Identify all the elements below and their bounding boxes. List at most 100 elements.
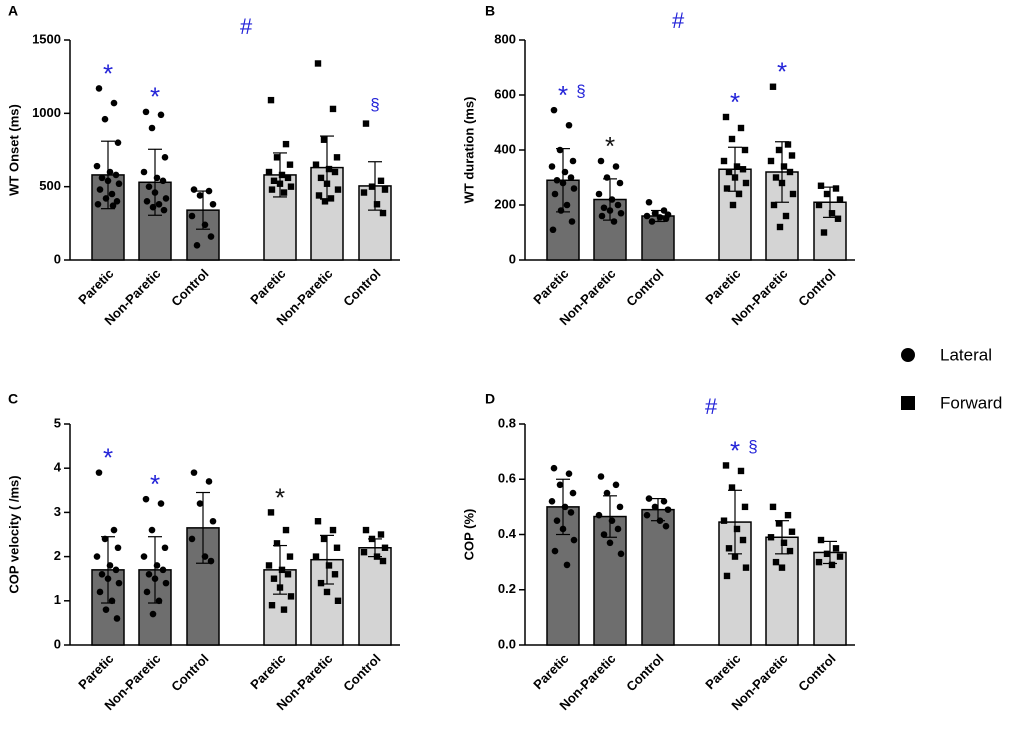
- data-point: [606, 539, 614, 547]
- data-point: [551, 547, 559, 555]
- data-point: [742, 179, 750, 187]
- data-point: [110, 526, 118, 534]
- data-point: [569, 157, 577, 165]
- significance-mark: *: [777, 57, 787, 87]
- data-point: [823, 550, 831, 558]
- data-point: [276, 180, 284, 187]
- data-point: [95, 85, 103, 92]
- data-point: [563, 201, 571, 209]
- data-point: [362, 526, 370, 534]
- data-point: [284, 571, 292, 578]
- data-point: [145, 183, 153, 190]
- data-point: [548, 163, 556, 170]
- data-point: [286, 553, 294, 560]
- data-point: [832, 185, 840, 192]
- data-point: [788, 528, 796, 535]
- data-point: [379, 557, 387, 565]
- data-point: [616, 179, 624, 187]
- data-point: [315, 192, 323, 199]
- data-point: [608, 196, 616, 203]
- data-point: [110, 99, 118, 107]
- data-point: [145, 570, 153, 578]
- data-point: [270, 575, 278, 582]
- data-point: [323, 180, 331, 187]
- y-tick-label: 1500: [32, 31, 61, 46]
- data-point: [556, 481, 564, 489]
- legend-marker: [901, 348, 915, 362]
- data-point: [321, 198, 329, 205]
- data-point: [104, 177, 112, 185]
- data-point: [815, 201, 823, 209]
- panel-label: D: [485, 391, 495, 407]
- data-point: [556, 146, 564, 154]
- y-tick-label: 0.6: [498, 471, 516, 486]
- data-point: [377, 177, 385, 184]
- data-point: [606, 207, 614, 214]
- data-point: [778, 564, 786, 571]
- data-point: [265, 562, 273, 569]
- data-point: [317, 174, 325, 182]
- data-point: [153, 174, 161, 182]
- data-point: [98, 570, 106, 578]
- data-point: [101, 535, 109, 543]
- x-tick-label: Paretic: [75, 651, 116, 692]
- x-tick-label: Control: [623, 651, 666, 694]
- data-point: [320, 136, 328, 143]
- data-point: [142, 108, 150, 116]
- data-point: [595, 190, 603, 198]
- data-point: [608, 517, 616, 524]
- data-point: [108, 190, 116, 198]
- data-point: [196, 500, 204, 507]
- data-point: [101, 115, 109, 123]
- data-point: [662, 215, 670, 223]
- data-point: [597, 473, 605, 480]
- data-point: [643, 511, 651, 519]
- data-point: [327, 195, 335, 202]
- data-point: [157, 500, 165, 507]
- bar: [765, 536, 799, 646]
- data-point: [723, 185, 731, 192]
- data-point: [368, 535, 376, 543]
- data-point: [278, 566, 286, 574]
- data-point: [559, 525, 567, 533]
- data-point: [784, 511, 792, 519]
- bar: [641, 508, 675, 646]
- data-point: [267, 96, 275, 104]
- data-point: [769, 83, 777, 90]
- data-point: [733, 525, 741, 533]
- data-point: [565, 470, 573, 478]
- data-point: [188, 535, 196, 543]
- data-point: [109, 202, 117, 210]
- data-point: [720, 517, 728, 524]
- data-point: [568, 218, 576, 225]
- y-axis-label: COP velocity ( /ms): [6, 475, 21, 593]
- data-point: [102, 606, 110, 613]
- legend-marker: [901, 396, 915, 410]
- data-point: [725, 168, 733, 176]
- data-point: [317, 579, 325, 587]
- data-point: [201, 221, 209, 229]
- data-point: [786, 547, 794, 555]
- data-point: [115, 579, 123, 587]
- data-point: [95, 469, 103, 476]
- data-point: [742, 564, 750, 571]
- data-point: [553, 176, 561, 184]
- data-point: [617, 209, 625, 217]
- data-point: [159, 177, 167, 185]
- data-point: [643, 212, 651, 220]
- data-point: [108, 597, 116, 605]
- data-point: [148, 124, 156, 132]
- y-tick-label: 0: [54, 251, 61, 266]
- y-tick-label: 0.4: [498, 526, 517, 541]
- data-point: [664, 506, 672, 513]
- data-point: [157, 111, 165, 119]
- data-point: [603, 489, 611, 497]
- data-point: [782, 212, 790, 220]
- data-point: [598, 212, 606, 220]
- data-point: [836, 196, 844, 203]
- data-point: [96, 588, 104, 596]
- data-point: [561, 503, 569, 511]
- data-point: [834, 215, 842, 222]
- data-point: [836, 553, 844, 560]
- data-point: [323, 588, 331, 596]
